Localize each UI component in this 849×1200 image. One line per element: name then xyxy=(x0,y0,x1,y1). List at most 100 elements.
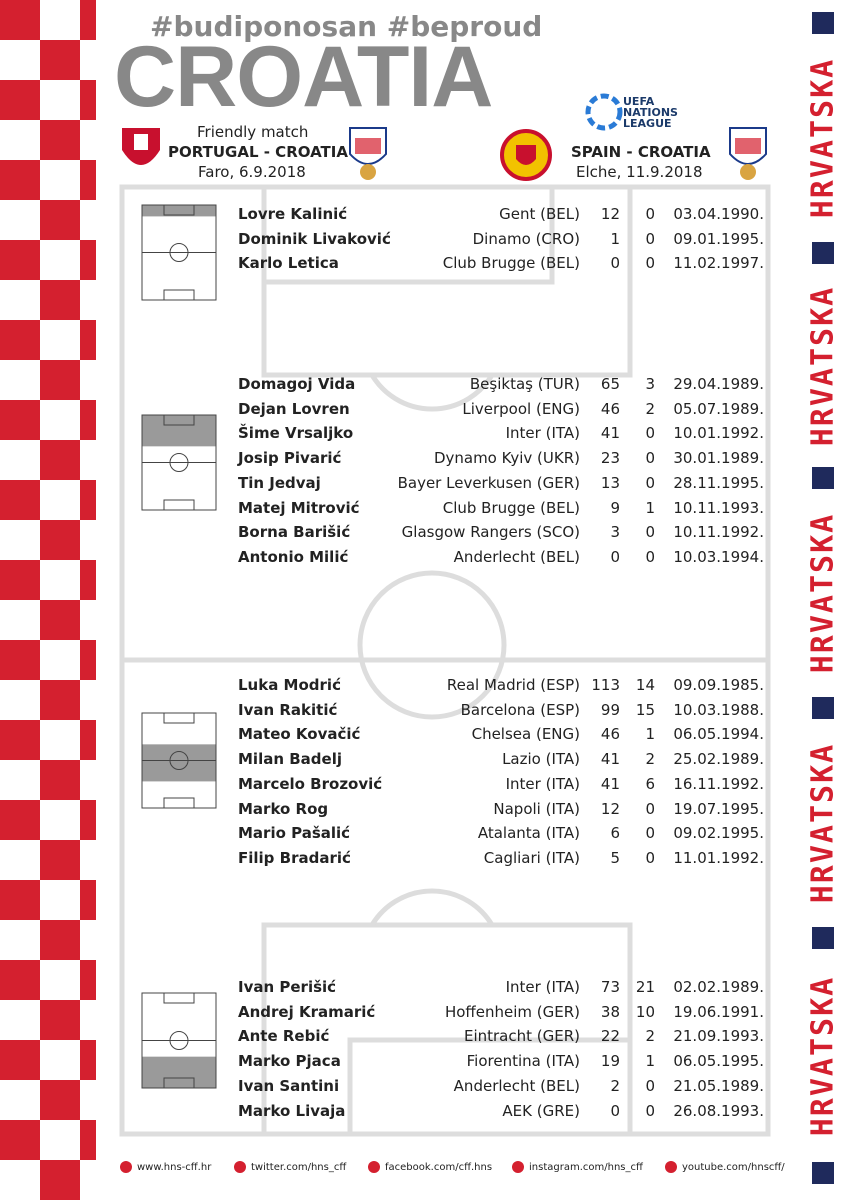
footer-link[interactable]: instagram.com/hns_cff xyxy=(512,1160,643,1176)
link-text: www.hns-cff.hr xyxy=(137,1162,212,1173)
player-name: Josip Pivarić xyxy=(238,449,342,468)
link-icon xyxy=(665,1161,677,1173)
fixture: PORTUGAL - CROATIA xyxy=(168,143,348,161)
link-text: facebook.com/cff.hns xyxy=(385,1162,493,1173)
birth-date: 02.02.1989. xyxy=(673,978,764,996)
mini-box xyxy=(163,289,195,301)
goals: 0 xyxy=(645,449,655,468)
player-name: Matej Mitrović xyxy=(238,498,360,517)
mini-circle xyxy=(169,453,189,472)
club: Hoffenheim (GER) xyxy=(444,1002,580,1021)
mini-box xyxy=(163,499,195,511)
club: Lazio (ITA) xyxy=(502,750,580,769)
caps: 23 xyxy=(600,449,620,468)
birth-date: 16.11.1992. xyxy=(673,774,764,793)
checker-square xyxy=(0,240,40,280)
checker-square xyxy=(0,960,40,1000)
birth-date: 26.08.1993. xyxy=(673,1101,764,1120)
checker-square xyxy=(40,1080,80,1120)
birth-date: 29.04.1989. xyxy=(673,375,764,393)
side-text: HRVATSKA xyxy=(805,975,841,1136)
caps: 113 xyxy=(591,676,620,694)
competition-logo: UEFA NATIONS LEAGUE xyxy=(623,96,678,129)
player-name: Ivan Santini xyxy=(238,1076,340,1095)
club: Inter (ITA) xyxy=(505,978,580,996)
birth-date: 09.01.1995. xyxy=(673,229,764,248)
link-icon xyxy=(512,1161,524,1173)
club: Club Brugge (BEL) xyxy=(442,254,580,273)
club: AEK (GRE) xyxy=(502,1101,580,1120)
link-text: youtube.com/hnscff/ xyxy=(682,1162,785,1173)
caps: 1 xyxy=(610,229,620,248)
goals: 0 xyxy=(645,1101,655,1120)
link-text: twitter.com/hns_cff xyxy=(251,1162,347,1173)
mini-box xyxy=(163,1077,195,1089)
birth-date: 30.01.1989. xyxy=(673,449,764,468)
footer-link[interactable]: twitter.com/hns_cff xyxy=(234,1160,346,1176)
club: Anderlecht (BEL) xyxy=(453,547,580,566)
checker-square xyxy=(40,1160,80,1200)
caps: 3 xyxy=(610,523,620,542)
caps: 5 xyxy=(610,848,620,867)
goals: 0 xyxy=(645,473,655,492)
caps: 65 xyxy=(600,375,620,393)
crest-hns-2 xyxy=(729,127,767,180)
footer-link[interactable]: facebook.com/cff.hns xyxy=(368,1160,492,1176)
club: Anderlecht (BEL) xyxy=(453,1076,580,1095)
checker-square xyxy=(80,400,96,440)
checker-square xyxy=(40,360,80,400)
player-name: Antonio Milić xyxy=(238,547,349,566)
club: Cagliari (ITA) xyxy=(483,848,580,867)
checker-square xyxy=(80,480,96,520)
caps: 38 xyxy=(600,1002,620,1021)
club: Bayer Leverkusen (GER) xyxy=(397,473,580,492)
checker-square xyxy=(80,560,96,600)
side-text: HRVATSKA xyxy=(805,512,841,674)
birth-date: 05.07.1989. xyxy=(673,399,764,418)
link-icon xyxy=(120,1161,132,1173)
club: Dinamo (CRO) xyxy=(472,229,580,248)
position-icons xyxy=(141,204,217,1089)
player-name: Ante Rebić xyxy=(238,1027,330,1046)
birth-date: 28.11.1995. xyxy=(673,473,764,492)
birth-date: 19.07.1995. xyxy=(673,799,764,818)
footer-link[interactable]: www.hns-cff.hr xyxy=(120,1160,211,1176)
hashtags: #budiponosan #beproud xyxy=(150,10,543,43)
birth-date: 10.03.1988. xyxy=(673,700,764,719)
checker-square xyxy=(80,1040,96,1080)
goals: 0 xyxy=(645,229,655,248)
checker-strip xyxy=(0,0,96,1200)
goals: 10 xyxy=(635,1002,655,1021)
player-name: Borna Barišić xyxy=(238,523,351,542)
crest-rfef xyxy=(500,129,552,181)
goals: 0 xyxy=(645,424,655,443)
mini-highlight xyxy=(142,1056,216,1088)
footer-link[interactable]: youtube.com/hnscff/ xyxy=(665,1160,785,1176)
caps: 41 xyxy=(600,750,620,769)
goals: 15 xyxy=(635,700,655,719)
goals: 1 xyxy=(645,1052,655,1071)
mini-box xyxy=(163,797,195,809)
caps: 46 xyxy=(600,399,620,418)
navy-square xyxy=(812,242,834,264)
mini-box xyxy=(163,204,195,216)
fixture: SPAIN - CROATIA xyxy=(571,143,711,161)
birth-date: 09.09.1985. xyxy=(673,676,764,694)
checker-square xyxy=(80,0,96,40)
caps: 9 xyxy=(610,498,620,517)
player-name: Šime Vrsaljko xyxy=(238,424,354,443)
player-name: Ivan Perišić xyxy=(238,978,337,996)
club: Chelsea (ENG) xyxy=(471,725,580,744)
club: Dynamo Kyiv (UKR) xyxy=(433,449,580,468)
checker-square xyxy=(40,200,80,240)
player-name: Filip Bradarić xyxy=(238,848,351,867)
checker-square xyxy=(0,640,40,680)
mini-circle xyxy=(169,243,189,262)
birth-date: 21.05.1989. xyxy=(673,1076,764,1095)
player-name: Mario Pašalić xyxy=(238,824,351,843)
competition: Friendly match xyxy=(197,123,309,141)
logo-line: UEFA xyxy=(623,95,655,108)
mini-box xyxy=(163,414,195,426)
